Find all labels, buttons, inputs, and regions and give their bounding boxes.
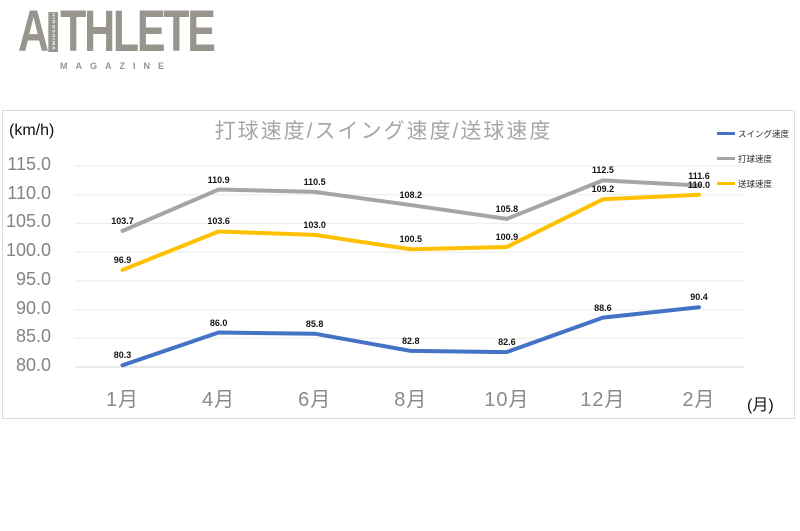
data-label: 110.9 [207, 174, 230, 185]
data-label: 105.8 [495, 203, 519, 214]
legend-label: 送球速度 [738, 178, 773, 189]
x-axis-tick-label: 2月 [682, 389, 716, 411]
legend: スイング速度 打球速度 送球速度 [717, 128, 789, 203]
series-line-送球速度 [120, 192, 701, 272]
y-axis-tick-label: 95.0 [15, 268, 51, 289]
legend-item-throwing-speed: 送球速度 [717, 178, 789, 189]
legend-item-swing-speed: スイング速度 [717, 128, 789, 139]
x-axis-tick-label: 10月 [484, 389, 530, 411]
legend-swatch-throwing-speed [717, 182, 735, 185]
chart-title: 打球速度/スイング速度/送球速度 [214, 120, 553, 143]
chart-card: 打球速度/スイング速度/送球速度 (km/h) 80.0 85.0 90.0 95.0… [2, 110, 795, 419]
data-label: 103.6 [207, 216, 230, 227]
logo-letters-rest: THLETE [60, 0, 216, 64]
data-label: 88.6 [594, 302, 612, 313]
y-axis-tick-label: 80.0 [15, 355, 51, 375]
series-line-打球速度 [120, 178, 701, 233]
x-axis-tick-label: 6月 [298, 389, 332, 411]
x-axis-tick-label: 8月 [394, 389, 428, 411]
legend-swatch-batted-ball-speed [717, 157, 735, 160]
data-label: 82.8 [401, 335, 420, 346]
legend-label: 打球速度 [738, 153, 773, 164]
x-axis-unit-label: (月) [747, 397, 774, 414]
x-axis-tick-label: 1月 [105, 389, 140, 411]
plot-area [75, 165, 744, 368]
legend-swatch-swing-speed [717, 132, 735, 135]
data-label: 82.6 [498, 337, 516, 348]
data-label: 86.0 [209, 317, 228, 328]
y-axis-tick-label: 85.0 [15, 326, 51, 347]
logo-vertical-text: HIROSHIMA [51, 13, 56, 51]
data-label: 100.5 [399, 234, 423, 245]
x-axis-tick-label: 12月 [580, 389, 626, 411]
athlete-magazine-logo: A HIROSHIMA THLETE MAGAZINE [18, 0, 282, 72]
data-label: 108.2 [399, 190, 423, 201]
data-label: 110.5 [303, 176, 326, 187]
logo-vertical-banner: HIROSHIMA [48, 12, 58, 52]
y-axis-tick-label: 115.0 [7, 154, 51, 174]
logo-subtitle: MAGAZINE [60, 61, 172, 71]
data-label: 110.0 [687, 179, 711, 190]
data-label: 112.5 [591, 165, 614, 176]
y-axis-tick-label: 105.0 [5, 211, 51, 232]
y-axis-tick-label: 100.0 [5, 240, 51, 261]
data-label: 103.0 [303, 219, 326, 230]
data-label: 80.3 [113, 350, 132, 361]
series-line-スイング速度 [120, 305, 701, 368]
data-label: 100.9 [495, 231, 519, 242]
data-label: 111.6 [688, 170, 710, 181]
logo-letter-a: A [18, 0, 49, 64]
data-label: 103.7 [111, 215, 134, 226]
logo-wordmark: A HIROSHIMA THLETE [18, 0, 216, 64]
legend-label: スイング速度 [738, 128, 790, 139]
y-axis-tick-label: 110.0 [7, 182, 51, 203]
data-label: 85.8 [305, 318, 324, 329]
data-label: 96.9 [113, 254, 132, 265]
legend-item-batted-ball-speed: 打球速度 [717, 153, 789, 164]
y-axis-unit-label: (km/h) [9, 122, 55, 139]
y-axis-tick-label: 90.0 [15, 297, 51, 318]
x-axis-tick-label: 4月 [202, 389, 236, 411]
data-label: 90.4 [690, 292, 708, 303]
data-label: 109.2 [591, 184, 615, 195]
